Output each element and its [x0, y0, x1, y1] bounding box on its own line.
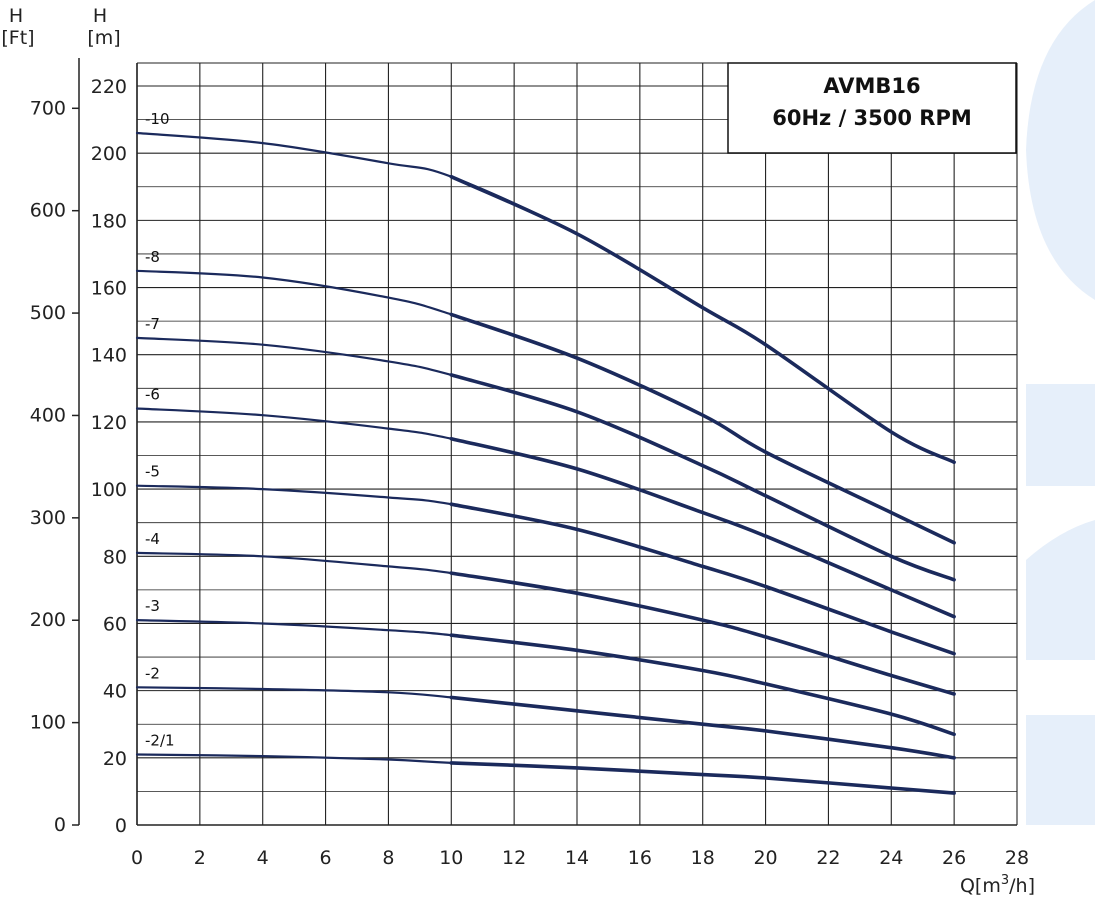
series-emphasis-2-1 — [449, 761, 956, 795]
series-line-8 — [135, 269, 956, 544]
series-label-7: -7 — [145, 315, 160, 333]
x-tick-label: 8 — [382, 847, 394, 869]
x-tick-label: 26 — [942, 847, 966, 869]
background-decoration — [1026, 0, 1095, 825]
x-tick-label: 14 — [565, 847, 589, 869]
chart-title: AVMB16 — [823, 74, 920, 98]
series-line-5 — [135, 484, 956, 655]
y-right-tick-label: 40 — [103, 681, 127, 703]
x-tick-label: 4 — [257, 847, 269, 869]
x-tick-label: 20 — [753, 847, 777, 869]
x-tick-label: 22 — [816, 847, 840, 869]
series-label-2: -2 — [145, 664, 160, 682]
decor-shape-top — [1026, 0, 1095, 300]
y-left-tick-label: 300 — [30, 507, 66, 529]
chart-subtitle: 60Hz / 3500 RPM — [772, 106, 972, 130]
y-right-tick-label: 20 — [103, 748, 127, 770]
y-left-title-h: H — [9, 5, 23, 27]
title-box-frame — [727, 62, 1017, 154]
y-right-tick-label: 100 — [91, 479, 127, 501]
x-tick-label: 24 — [879, 847, 903, 869]
y-left-tick-label: 500 — [30, 302, 66, 324]
y-right-tick-label: 180 — [91, 210, 127, 232]
decor-shape-middle — [1026, 384, 1095, 486]
series-label-2-1: -2/1 — [145, 731, 175, 749]
series-label-6: -6 — [145, 385, 160, 403]
y-left-tick-label: 200 — [30, 609, 66, 631]
series-line-3 — [135, 619, 956, 736]
y-right-tick-label: 140 — [91, 345, 127, 367]
series-line-2-1 — [135, 753, 956, 795]
x-tick-label: 18 — [691, 847, 715, 869]
y-right-tick-label: 60 — [103, 613, 127, 635]
series-line-10 — [135, 131, 956, 464]
x-tick-label: 10 — [439, 847, 463, 869]
series-lines: -2/1 -2 -3 -4 -5 -6 -7 -8 -10 — [135, 110, 956, 795]
series-label-8: -8 — [145, 248, 160, 266]
y-left-title-unit: [Ft] — [1, 27, 34, 49]
x-tick-label: 28 — [1005, 847, 1029, 869]
y-right-tick-label: 160 — [91, 278, 127, 300]
series-emphasis-7 — [449, 373, 956, 582]
series-emphasis-8 — [449, 312, 956, 545]
series-label-4: -4 — [145, 530, 160, 548]
series-emphasis-2 — [449, 695, 956, 760]
series-label-10: -10 — [145, 110, 170, 128]
decor-shape-lower — [1026, 520, 1095, 660]
title-box: AVMB16 60Hz / 3500 RPM — [727, 62, 1017, 154]
series-emphasis-5 — [449, 502, 956, 656]
series-emphasis-6 — [449, 436, 956, 619]
x-tick-label: 0 — [131, 847, 143, 869]
series-line-6 — [135, 407, 956, 618]
y-left-tick-label: 0 — [54, 814, 66, 836]
x-tick-label: 2 — [194, 847, 206, 869]
y-left-tick-label: 600 — [30, 200, 66, 222]
series-emphasis-10 — [449, 174, 956, 464]
axis-titles: H [Ft] H [m] Q[m3/h] — [1, 5, 1035, 897]
axes: 0100200300400500600700020406080100120140… — [30, 58, 1029, 869]
x-tick-label: 12 — [502, 847, 526, 869]
x-tick-label: 16 — [628, 847, 652, 869]
series-emphasis-4 — [449, 571, 956, 696]
x-axis-title: Q[m3/h] — [960, 873, 1035, 897]
y-right-tick-label: 0 — [115, 815, 127, 837]
y-left-tick-label: 100 — [30, 712, 66, 734]
x-tick-label: 6 — [320, 847, 332, 869]
y-right-title-unit: [m] — [87, 27, 120, 49]
decor-shape-bottom — [1026, 715, 1095, 825]
series-label-3: -3 — [145, 597, 160, 615]
y-right-tick-label: 220 — [91, 76, 127, 98]
y-right-title-h: H — [93, 5, 107, 27]
y-right-tick-label: 120 — [91, 412, 127, 434]
y-left-tick-label: 400 — [30, 404, 66, 426]
y-left-tick-label: 700 — [30, 97, 66, 119]
series-emphasis-3 — [449, 633, 956, 737]
y-right-tick-label: 80 — [103, 546, 127, 568]
y-right-tick-label: 200 — [91, 143, 127, 165]
series-label-5: -5 — [145, 463, 160, 481]
